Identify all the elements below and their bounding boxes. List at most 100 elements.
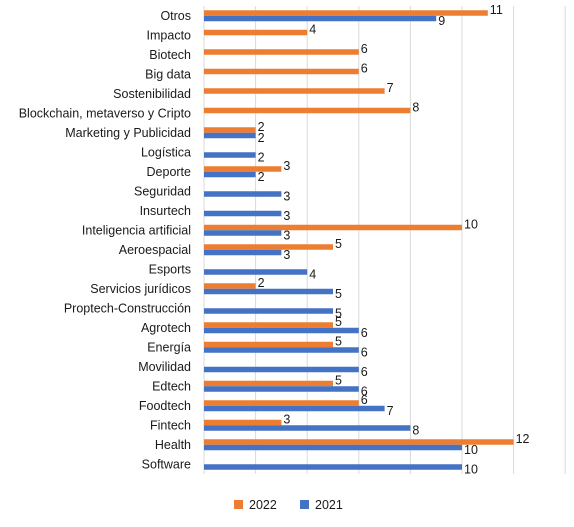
category-label: Logística xyxy=(141,145,191,159)
data-label-2022: 10 xyxy=(464,217,478,231)
data-label-2022: 8 xyxy=(412,100,419,114)
bar-2021 xyxy=(204,269,308,275)
data-label-2021: 10 xyxy=(464,443,478,457)
bar-2021 xyxy=(204,425,411,431)
data-label-2022: 6 xyxy=(361,42,368,56)
data-label-2022: 5 xyxy=(335,373,342,387)
category-label: Sostenibilidad xyxy=(113,87,191,101)
bar-2021 xyxy=(204,444,462,451)
data-label-2021: 3 xyxy=(283,248,290,262)
bar-2022 xyxy=(204,380,333,387)
bar-2022 xyxy=(204,107,411,114)
data-label-2021: 2 xyxy=(258,131,265,145)
bar-2022 xyxy=(204,68,359,75)
bar-2021 xyxy=(204,308,333,314)
bar-2022 xyxy=(204,127,256,133)
bar-2022 xyxy=(204,88,385,94)
data-label-2022: 6 xyxy=(361,61,368,75)
category-label: Proptech-Construcción xyxy=(64,301,191,315)
bar-2021 xyxy=(204,191,282,197)
bar-2021 xyxy=(204,15,437,22)
legend-swatch-2022 xyxy=(234,500,243,509)
bar-2021 xyxy=(204,132,256,139)
bar-2022 xyxy=(204,400,359,406)
data-label-2022: 2 xyxy=(258,276,265,290)
category-label: Edtech xyxy=(152,379,191,393)
data-label-2021: 6 xyxy=(361,326,368,340)
bar-2021 xyxy=(204,464,462,470)
data-label-2022: 12 xyxy=(516,432,530,446)
data-label-2022: 5 xyxy=(335,315,342,329)
bar-2022 xyxy=(204,49,359,55)
category-label: Seguridad xyxy=(134,184,191,198)
category-label: Big data xyxy=(145,67,191,81)
category-label: Impacto xyxy=(147,28,192,42)
bar-2022 xyxy=(204,341,333,348)
bar-2022 xyxy=(204,224,462,231)
data-label-2021: 4 xyxy=(309,267,316,281)
data-label-2022: 5 xyxy=(335,237,342,251)
bar-2021 xyxy=(204,386,359,392)
category-label: Aeroespacial xyxy=(119,243,191,257)
data-label-2022: 6 xyxy=(361,393,368,407)
bars xyxy=(204,10,514,470)
data-label-2021: 6 xyxy=(361,365,368,379)
category-label: Inteligencia artificial xyxy=(82,223,191,237)
data-label-2022: 2 xyxy=(258,120,265,134)
gridlines xyxy=(203,6,566,474)
category-label: Movilidad xyxy=(138,360,191,374)
legend-label-2021: 2021 xyxy=(315,498,343,512)
data-label-2021: 6 xyxy=(361,384,368,398)
category-label: Esports xyxy=(149,262,191,276)
category-label: Foodtech xyxy=(139,399,191,413)
category-label: Fintech xyxy=(150,418,191,432)
bar-2022 xyxy=(204,419,282,426)
category-label: Software xyxy=(142,457,191,471)
data-label-2021: 2 xyxy=(258,150,265,164)
data-label-2021: 3 xyxy=(283,228,290,242)
data-labels: 1194667822232331035342555656656673812101… xyxy=(258,3,530,477)
bar-2021 xyxy=(204,405,385,412)
bar-2021 xyxy=(204,249,282,256)
data-label-2022: 11 xyxy=(490,3,503,17)
legend: 2022 2021 xyxy=(234,498,343,512)
data-label-2021: 9 xyxy=(438,14,445,28)
category-label: Blockchain, metaverso y Cripto xyxy=(19,106,191,120)
bar-2022 xyxy=(204,166,282,172)
data-label-2022: 4 xyxy=(309,22,316,36)
data-label-2022: 3 xyxy=(283,412,290,426)
data-label-2021: 8 xyxy=(412,423,419,437)
bar-2022 xyxy=(204,322,333,328)
data-label-2022: 5 xyxy=(335,334,342,348)
category-label: Deporte xyxy=(147,165,192,179)
data-label-2021: 7 xyxy=(387,404,394,418)
category-label: Insurtech xyxy=(140,204,191,218)
bar-2022 xyxy=(204,10,488,16)
data-label-2021: 10 xyxy=(464,462,478,476)
category-labels: Otros Impacto Biotech Big data Sostenibilida… xyxy=(19,9,191,472)
data-label-2021: 2 xyxy=(258,170,265,184)
bar-2021 xyxy=(204,347,359,353)
category-label: Biotech xyxy=(149,48,191,62)
bar-2022 xyxy=(204,283,256,289)
category-label: Energía xyxy=(147,340,191,354)
bar-2021 xyxy=(204,288,333,295)
bar-2022 xyxy=(204,244,333,250)
bar-2021 xyxy=(204,152,256,158)
bar-2021 xyxy=(204,210,282,217)
category-label: Marketing y Publicidad xyxy=(65,126,191,140)
data-label-2021: 6 xyxy=(361,345,368,359)
bar-2021 xyxy=(204,171,256,178)
category-label: Otros xyxy=(160,9,191,23)
bar-2021 xyxy=(204,230,282,236)
data-label-2022: 7 xyxy=(387,81,394,95)
data-label-2021: 5 xyxy=(335,287,342,301)
bar-2021 xyxy=(204,327,359,334)
bar-2022 xyxy=(204,439,514,445)
category-label: Servicios jurídicos xyxy=(90,282,191,296)
category-label: Agrotech xyxy=(141,321,191,335)
bar-2022 xyxy=(204,29,308,36)
bar-2021 xyxy=(204,366,359,373)
legend-label-2022: 2022 xyxy=(249,498,277,512)
